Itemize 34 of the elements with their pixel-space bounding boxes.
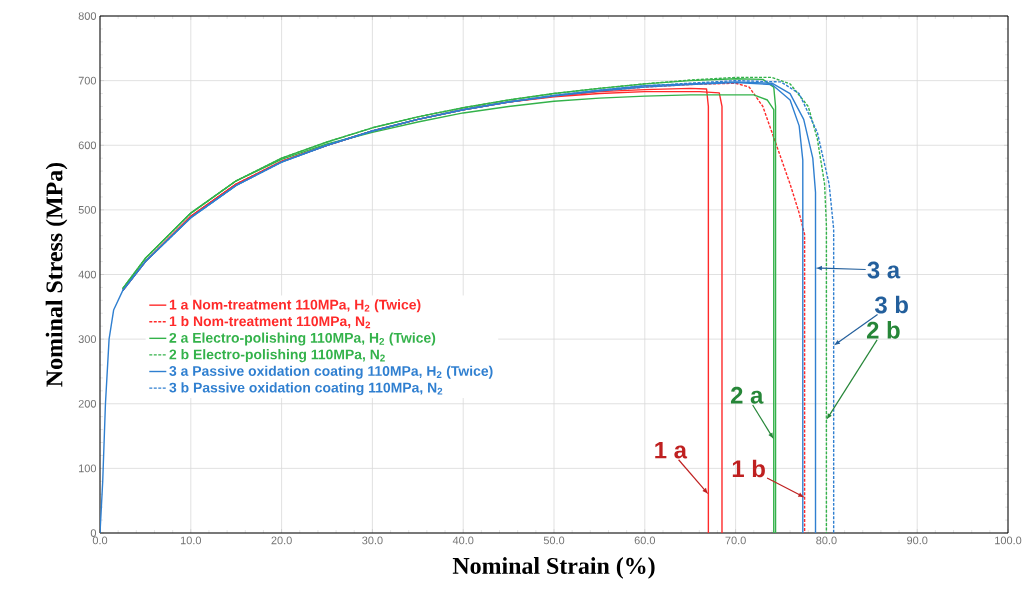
annotation: 2 b <box>866 321 900 339</box>
annotation: 1 a <box>655 441 688 459</box>
y-tick-label: 300 <box>78 335 97 344</box>
y-tick-label: 200 <box>78 399 97 408</box>
y-axis-title: Nominal Stress (MPa) <box>45 162 68 387</box>
y-tick-label: 600 <box>78 141 97 150</box>
legend-label: 2 a Electro-polishing 110MPa, H$_{2}$ (Twice) <box>169 332 436 346</box>
x-tick-label: 10.0 <box>180 536 202 545</box>
x-tick-label: 40.0 <box>452 536 474 545</box>
legend-label: 2 b Electro-polishing 110MPa, N$_{2}$ <box>169 349 385 363</box>
y-tick-label: 100 <box>79 464 97 473</box>
legend-label: 1 a Nom-treatment 110MPa, H$_{2}$ (Twice) <box>169 299 421 313</box>
x-tick-label: 30.0 <box>362 536 383 545</box>
x-tick-label: 70.0 <box>725 536 746 545</box>
x-tick-label: 60.0 <box>634 536 656 545</box>
y-tick-label: 400 <box>78 270 97 279</box>
y-tick-label: 700 <box>78 76 97 85</box>
annotation: 2 a <box>730 386 764 404</box>
x-axis-title: Nominal Strain (%) <box>452 557 655 579</box>
legend-label: 3 b Passive oxidation coating 110MPa, N$_{2}$ <box>169 382 443 396</box>
x-tick-label: 100.0 <box>995 536 1022 545</box>
x-tick-label: 20.0 <box>271 536 292 545</box>
legend-label: 1 b Nom-treatment 110MPa, N$_{2}$ <box>169 315 371 329</box>
y-tick-label: 500 <box>78 206 97 214</box>
annotation: 1 b <box>732 459 765 478</box>
x-tick-label: 50.0 <box>543 536 565 545</box>
y-tick-label: 0 <box>90 529 97 537</box>
annotation: 3 b <box>874 295 908 314</box>
x-tick-label: 80.0 <box>816 536 837 545</box>
x-tick-label: 90.0 <box>907 536 928 545</box>
x-tick-label: 0.0 <box>92 536 108 545</box>
annotation: 3 a <box>867 261 901 279</box>
y-tick-label: 800 <box>78 12 97 20</box>
legend-label: 3 a Passive oxidation coating 110MPa, H$_{2}$ (Twice) <box>169 365 493 379</box>
